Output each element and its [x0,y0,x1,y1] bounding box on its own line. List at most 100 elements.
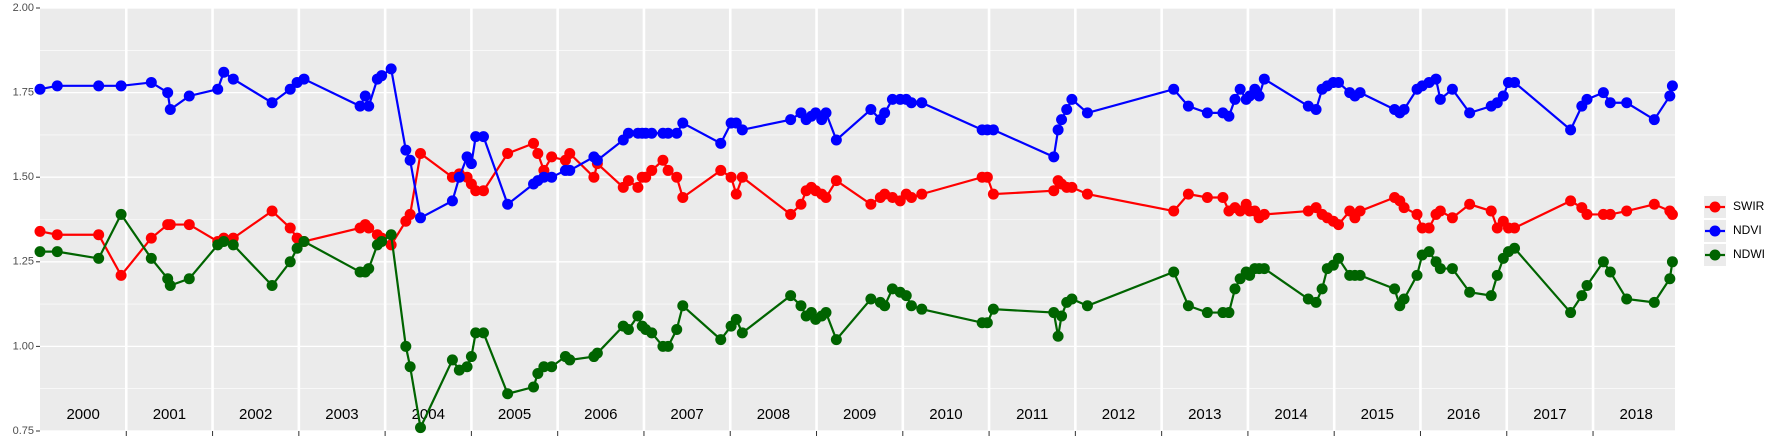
point [538,361,550,373]
point [145,232,157,244]
point [477,327,489,339]
point [1168,205,1180,217]
point [981,317,993,329]
legend-point [1709,225,1721,237]
point [1223,110,1235,122]
point [622,323,634,335]
point [987,124,999,136]
legend-point [1709,249,1721,261]
point [879,300,891,312]
x-tick-label: 2018 [1619,406,1652,423]
point [183,219,195,231]
point [461,361,473,373]
point [1485,205,1497,217]
point [905,192,917,204]
point [820,107,832,119]
point [227,239,239,251]
x-tick-label: 2005 [498,406,531,423]
point [1666,256,1678,268]
point [414,422,426,434]
point [1398,104,1410,116]
point [376,70,388,82]
point [1052,330,1064,342]
point [820,307,832,319]
x-tick-label: 2008 [757,406,790,423]
point [865,104,877,116]
point [671,323,683,335]
point [1485,290,1497,302]
point [1509,76,1521,88]
point [376,235,388,247]
point [1333,219,1345,231]
point [546,171,558,183]
point [1621,97,1633,109]
point [1182,300,1194,312]
point [414,148,426,160]
point [1081,107,1093,119]
point [164,104,176,116]
point [218,66,230,78]
point [1464,198,1476,210]
point [736,327,748,339]
point [1581,279,1593,291]
point [502,198,514,210]
point [1597,256,1609,268]
point [1253,90,1265,102]
point [795,198,807,210]
point [145,252,157,264]
point [1066,293,1078,305]
point [662,127,674,139]
point [1310,296,1322,308]
point [785,114,797,126]
point [1464,286,1476,298]
point [470,327,482,339]
point [385,63,397,75]
point [115,208,127,220]
point [1168,266,1180,278]
point [820,192,832,204]
point [865,198,877,210]
point [632,181,644,193]
point [363,263,375,275]
point [404,361,416,373]
point [1398,202,1410,214]
point [1411,208,1423,220]
point [465,158,477,170]
point [662,164,674,176]
y-tick-label: 1.50 [13,171,34,183]
point [34,246,46,258]
point [865,293,877,305]
point [646,164,658,176]
point [51,246,63,258]
point [227,73,239,85]
point [266,205,278,217]
point [730,188,742,200]
point [115,80,127,92]
point [830,175,842,187]
point [1666,208,1678,220]
point [1333,76,1345,88]
point [1168,83,1180,95]
point [677,192,689,204]
point [34,225,46,237]
point [981,171,993,183]
point [546,151,558,163]
point [1258,73,1270,85]
point [1464,107,1476,119]
point [657,154,669,166]
legend-label: NDWI [1733,247,1765,261]
point [715,334,727,346]
point [646,127,658,139]
point [284,222,296,234]
point [1565,124,1577,136]
point [1048,151,1060,163]
point [93,229,105,241]
point [1597,87,1609,99]
point [538,171,550,183]
point [465,351,477,363]
point [1434,93,1446,105]
point [400,144,412,156]
x-tick-label: 2000 [66,406,99,423]
x-tick-label: 2006 [584,406,617,423]
